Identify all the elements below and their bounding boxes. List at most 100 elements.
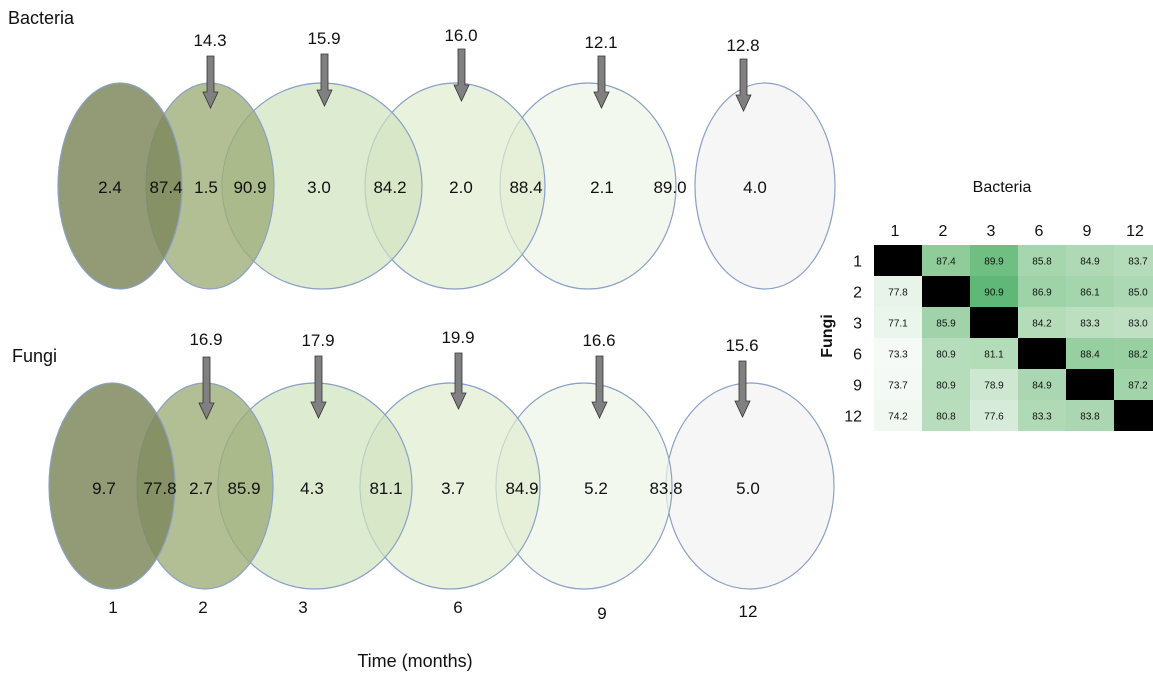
time-label-12: 12 (739, 602, 758, 621)
matrix-cell-value: 78.9 (984, 381, 1004, 392)
matrix-cell-value: 87.2 (1128, 381, 1148, 392)
fungi-value-6: 3.7 (441, 479, 465, 498)
matrix-cell (970, 276, 1018, 307)
matrix-cell-value: 83.3 (1080, 319, 1100, 330)
matrix-row-header: 6 (853, 347, 862, 364)
matrix-cell (874, 276, 922, 307)
fungi-value-1: 9.7 (92, 479, 116, 498)
fungi-arrow-label-3: 19.9 (441, 328, 474, 347)
matrix-cell (922, 276, 970, 307)
matrix-col-header: 6 (1035, 223, 1044, 240)
bacteria-arrow-1 (202, 55, 219, 109)
fungi-arrow-5 (734, 360, 751, 418)
matrix-cell-value: 87.4 (936, 257, 956, 268)
bacteria-arrow-label-2: 15.9 (307, 29, 340, 48)
fungi-value-3: 4.3 (300, 479, 324, 498)
fungi-arrow-label-4: 16.6 (582, 331, 615, 350)
matrix-side-label: Fungi (819, 314, 836, 358)
time-label-9: 9 (597, 604, 606, 623)
fungi-title: Fungi (12, 346, 57, 366)
fungi-overlap-2-3: 85.9 (227, 479, 260, 498)
matrix-cell-value: 86.9 (1032, 288, 1052, 299)
matrix-cell (922, 369, 970, 400)
matrix-cell-value: 84.2 (1032, 319, 1052, 330)
matrix-cell-value: 81.1 (984, 350, 1004, 361)
time-label-1: 1 (108, 598, 117, 617)
matrix-cell-value: 83.3 (1032, 412, 1052, 423)
fungi-values: 9.7 77.8 2.7 85.9 4.3 81.1 3.7 84.9 5.2 … (92, 479, 760, 498)
matrix-cell-value: 80.8 (936, 412, 956, 423)
bacteria-overlap-3-6: 84.2 (373, 178, 406, 197)
bacteria-value-2: 1.5 (194, 178, 218, 197)
matrix-cell-value: 77.6 (984, 412, 1004, 423)
matrix-cell-value: 86.1 (1080, 288, 1100, 299)
bacteria-circle-1 (57, 82, 183, 290)
bacteria-value-9: 2.1 (590, 178, 614, 197)
matrix-col-header: 2 (939, 223, 948, 240)
matrix-cell-value: 77.1 (888, 319, 908, 330)
bacteria-values: 2.4 87.4 1.5 90.9 3.0 84.2 2.0 88.4 2.1 … (98, 178, 767, 197)
matrix-row-header: 2 (853, 285, 862, 302)
matrix-cell-value: 84.9 (1080, 257, 1100, 268)
matrix-cell (1114, 338, 1153, 369)
time-label-6: 6 (453, 598, 462, 617)
matrix-cell (1018, 307, 1066, 338)
matrix-cell-value: 83.8 (1080, 412, 1100, 423)
bacteria-value-3: 3.0 (307, 178, 331, 197)
matrix-row-header: 3 (853, 316, 862, 333)
fungi-value-9: 5.2 (584, 479, 608, 498)
matrix-cell-value: 83.7 (1128, 257, 1148, 268)
matrix-cell (1066, 369, 1114, 400)
bacteria-value-6: 2.0 (449, 178, 473, 197)
matrix-col-header: 9 (1083, 223, 1092, 240)
matrix-cell (1066, 338, 1114, 369)
fungi-arrow-2 (310, 355, 327, 419)
matrix-cell (1114, 276, 1153, 307)
matrix-col-header: 1 (891, 223, 900, 240)
matrix-row-header: 9 (853, 378, 862, 395)
matrix-cell (922, 245, 970, 276)
matrix-cell (1114, 400, 1153, 431)
matrix-title: Bacteria (973, 179, 1032, 196)
matrix-cell (1018, 276, 1066, 307)
bacteria-overlap-6-9: 88.4 (509, 178, 542, 197)
bacteria-arrows: 14.3 15.9 16.0 12.1 12.8 (193, 26, 760, 112)
bacteria-venn (57, 82, 836, 290)
bacteria-overlap-2-3: 90.9 (233, 178, 266, 197)
fungi-value-12: 5.0 (736, 479, 760, 498)
matrix-cell (922, 400, 970, 431)
matrix-cell (1018, 245, 1066, 276)
matrix-cell (970, 338, 1018, 369)
matrix-cell-value: 88.4 (1080, 350, 1100, 361)
fungi-overlap-6-9: 84.9 (505, 479, 538, 498)
fungi-arrow-1 (198, 356, 215, 420)
matrix-col-header: 3 (987, 223, 996, 240)
bacteria-overlap-9-12: 89.0 (653, 178, 686, 197)
matrix-cell-value: 73.3 (888, 350, 908, 361)
fungi-overlap-9-12: 83.8 (649, 479, 682, 498)
matrix-cell-value: 90.9 (984, 288, 1004, 299)
bacteria-arrow-label-3: 16.0 (444, 26, 477, 45)
fungi-value-2: 2.7 (189, 479, 213, 498)
matrix-cell-value: 80.9 (936, 381, 956, 392)
matrix-cell (1066, 276, 1114, 307)
bacteria-arrow-2 (316, 53, 333, 107)
fungi-circle-1 (48, 382, 176, 590)
fungi-arrow-label-5: 15.6 (725, 336, 758, 355)
time-label-2: 2 (198, 598, 207, 617)
bacteria-arrow-5 (735, 58, 752, 112)
time-axis-label: Time (months) (357, 651, 472, 671)
matrix-cell (922, 338, 970, 369)
matrix-cell (1018, 338, 1066, 369)
matrix-cell (874, 338, 922, 369)
matrix-cell (970, 369, 1018, 400)
matrix-cell-value: 80.9 (936, 350, 956, 361)
bacteria-arrow-label-1: 14.3 (193, 31, 226, 50)
bacteria-arrow-4 (593, 55, 610, 109)
fungi-arrow-4 (591, 355, 608, 419)
matrix-cell-value: 73.7 (888, 381, 908, 392)
bacteria-circle-12 (694, 82, 836, 290)
matrix-cell (1066, 307, 1114, 338)
